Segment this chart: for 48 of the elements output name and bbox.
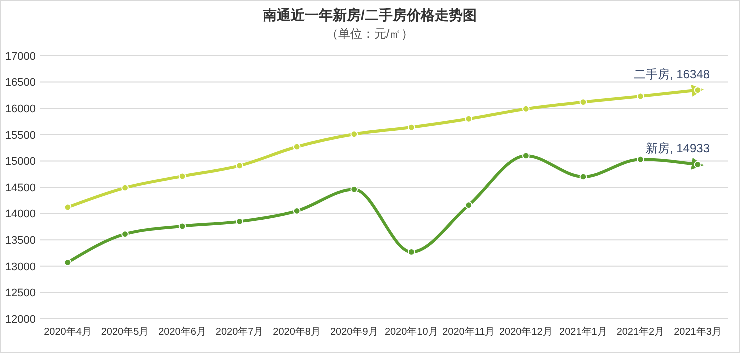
y-tick-label: 15000	[5, 156, 36, 168]
x-tick-label: 2020年10月	[384, 326, 438, 338]
annotation: 二手房, 16348	[634, 67, 710, 82]
y-tick-label: 13000	[5, 261, 36, 274]
y-tick-label: 16000	[5, 103, 36, 116]
point	[350, 186, 358, 194]
point	[64, 259, 72, 266]
point	[64, 204, 72, 212]
point	[350, 130, 358, 138]
x-tick-label: 2020年6月	[158, 326, 206, 338]
y-tick-label: 17000	[5, 50, 36, 63]
x-tick-label: 2020年4月	[44, 326, 92, 338]
x-tick-label: 2020年12月	[499, 326, 553, 338]
point	[580, 173, 588, 181]
point	[408, 248, 416, 256]
point	[465, 115, 473, 123]
point	[580, 98, 588, 106]
y-tick-label: 12000	[5, 314, 36, 326]
point	[694, 86, 702, 94]
x-tick-label: 2020年7月	[216, 326, 264, 338]
point	[408, 124, 416, 132]
point	[637, 92, 644, 100]
y-tick-label: 13500	[5, 234, 36, 247]
point	[637, 156, 644, 164]
y-tick-label: 16500	[5, 77, 36, 90]
point	[293, 143, 301, 151]
annotation: 新房, 14933	[646, 142, 710, 156]
chart-title: 南通近一年新房/二手房价格走势图	[262, 7, 477, 23]
x-tick-label: 2020年9月	[330, 326, 378, 338]
x-tick-label: 2021年3月	[674, 326, 722, 338]
point	[694, 161, 702, 168]
y-tick-label: 14500	[5, 182, 36, 194]
point	[178, 222, 186, 230]
y-tick-label: 14000	[5, 208, 36, 221]
point	[465, 202, 473, 210]
x-tick-label: 2020年5月	[101, 326, 150, 338]
point	[122, 184, 129, 192]
point	[522, 152, 530, 160]
y-tick-label: 15500	[5, 130, 36, 142]
x-tick-label: 2021年2月	[616, 326, 665, 338]
chart-subtitle: （单位：元/㎡）	[326, 27, 414, 41]
y-tick-label: 12500	[5, 288, 36, 300]
point	[178, 172, 186, 180]
x-tick-label: 2021年1月	[560, 326, 608, 338]
x-tick-label: 2020年8月	[273, 326, 321, 338]
point	[236, 162, 244, 170]
x-tick-label: 2020年11月	[442, 326, 496, 338]
point	[522, 105, 530, 113]
